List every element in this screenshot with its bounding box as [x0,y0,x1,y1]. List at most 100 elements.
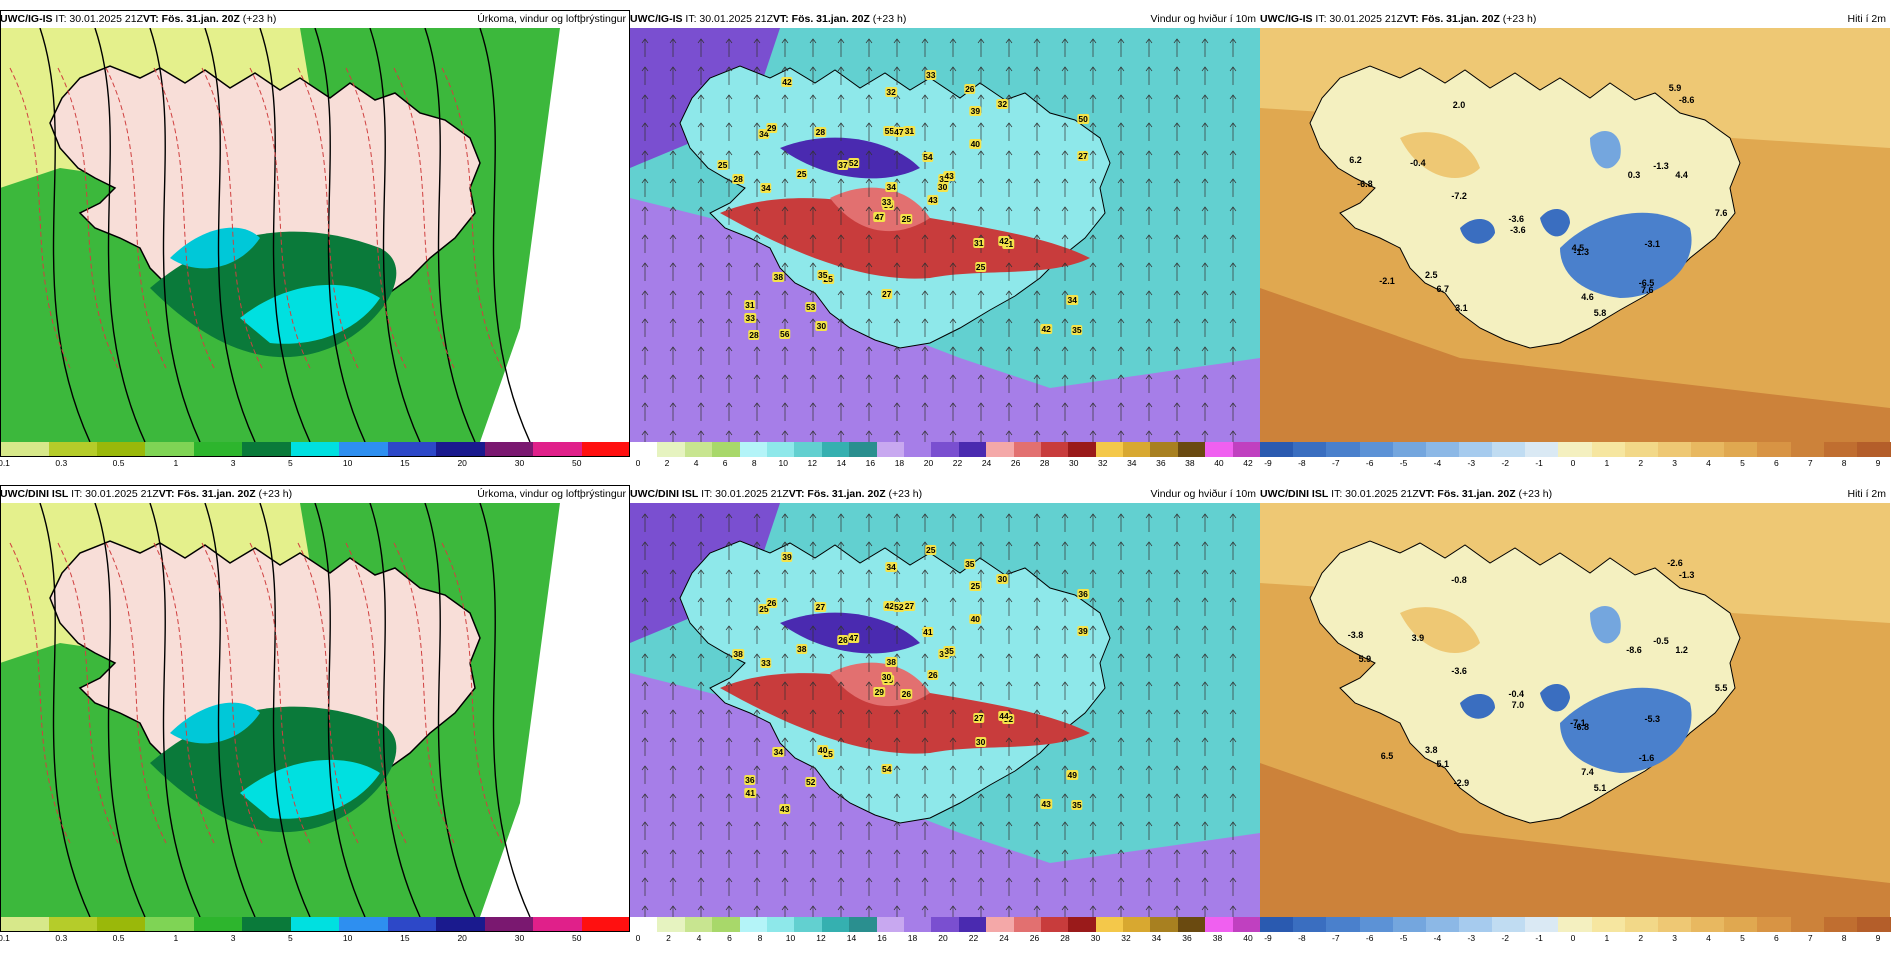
wind-arrow [697,290,705,309]
wind-arrow [1229,793,1237,812]
colorbar-tick-label: 12 [807,458,818,468]
map-area[interactable]: 2625363630253527252639353336294043424134… [630,503,1260,917]
wind-arrow [1117,625,1125,644]
wind-arrow [725,681,733,700]
colorbar-segment [1260,442,1294,457]
colorbar-tick-label: 20 [923,458,934,468]
wind-arrow [837,597,845,616]
wind-arrow [697,681,705,700]
wind-arrow [1145,653,1153,672]
wind-arrow [1033,206,1041,225]
wind-arrow [725,402,733,421]
colorbar-tick-label: 40 [1243,933,1253,943]
wind-arrow [1005,402,1013,421]
temp-contour [441,67,503,369]
wind-arrow [1145,849,1153,868]
colorbar-tick-label: 5 [1740,458,1745,468]
gust-value-label: 29 [765,123,778,134]
wind-arrow [1173,94,1181,113]
wind-arrow [1173,681,1181,700]
colorbar-ticks: 0 2 4 6 8 10 12 14 16 18 20 22 24 26 28 30 32 34 36 38 40 42 [630,457,1260,471]
temp-contour [345,542,407,844]
wind-arrow [1061,402,1069,421]
wind-arrow [837,94,845,113]
wind-arrow [893,513,901,532]
wind-arrow [837,765,845,784]
colorbar-tick-label: -4 [1433,458,1442,468]
wind-arrow [1089,765,1097,784]
wind-arrow [1033,625,1041,644]
wind-arrow [809,374,817,393]
wind-arrow [1005,905,1013,917]
wind-arrow [669,709,677,728]
colorbar-segment [794,442,823,457]
wind-arrow [697,262,705,281]
wind-arrow [669,569,677,588]
colorbar-tick-label: 9 [1875,933,1881,943]
panel-title: Hiti í 2m [1847,13,1886,25]
gust-value-label: 25 [822,273,834,284]
wind-arrow [725,262,733,281]
wind-arrow [865,122,873,141]
temp-contour [297,67,359,369]
wind-arrow [669,318,677,337]
wind-arrow [977,318,985,337]
map-area[interactable] [0,503,630,917]
gust-value-label: 40 [969,138,982,149]
wind-arrow [837,821,845,840]
colorbar-tick-label: 7 [1807,458,1813,468]
wind-arrow [669,877,677,896]
map-area[interactable]: 5.1 -0.8 3.8 3.9 -0.5 7.4 5.5 -3.6 7.0 5.1 6.5 -3.8… [1260,503,1890,917]
wind-map-svg [630,503,1260,917]
isobar [204,503,256,917]
map-area[interactable]: 5.8 2.0 2.5 -0.4 -1.3 4.6 7.6 -7.2 -3.6 6.7 -2.1 6.… [1260,28,1890,442]
colorbar-segment [533,917,583,932]
temp-contour [9,542,71,844]
wind-arrow [893,541,901,560]
wind-arrow [725,38,733,57]
colorbar-segment [1657,442,1692,457]
colorbar-tick-label: -5 [1399,458,1408,468]
colorbar-segment [145,917,195,932]
wind-arrow [893,849,901,868]
colorbar-tick-label: 3 [1672,933,1678,943]
colorbar-tick-label: 4 [696,933,702,943]
wind-arrow [921,709,929,728]
colorbar-segment [1232,442,1261,457]
temperature-value-label: 6.5 [1380,750,1394,761]
wind-arrow [893,94,901,113]
wind-arrow [809,402,817,421]
wind-arrow [725,66,733,85]
wind-arrow [1117,38,1125,57]
model-name: UWC/DINI ISL [630,488,699,500]
cold-area [1540,208,1570,237]
wind-arrow [921,569,929,588]
gust-value-label: 26 [964,83,976,94]
wind-arrow [1173,569,1181,588]
colorbar-segment [903,917,932,932]
cold-area [1590,130,1621,169]
map-area[interactable]: 2534363132252631394342353450474056555438… [630,28,1260,442]
wind-arrow [1117,681,1125,700]
wind-arrow [1061,597,1069,616]
dry-area [0,28,630,442]
wind-arrow [725,625,733,644]
wind-arrow [809,150,817,169]
colorbar-segment [436,917,486,932]
wind-arrow [865,597,873,616]
temperature-value-label: -6.8 [1573,722,1590,733]
colorbar-segment [1150,917,1179,932]
wind-arrow [837,877,845,896]
gust-value-label: 26 [927,669,939,680]
wind-arrow [1173,150,1181,169]
colorbar-tick-label: -7 [1331,458,1340,468]
wind-arrow [753,430,761,442]
init-time: IT: 30.01.2025 21Z [685,13,773,25]
colorbar-tick-label: 10 [785,933,796,943]
temperature-value-label: 4.6 [1581,292,1594,303]
colorbar-segment [1123,917,1151,932]
wind-arrow [977,625,985,644]
map-area[interactable] [0,28,630,442]
temperature-value-label: -8.6 [1626,644,1642,655]
wind-arrow [641,318,649,337]
